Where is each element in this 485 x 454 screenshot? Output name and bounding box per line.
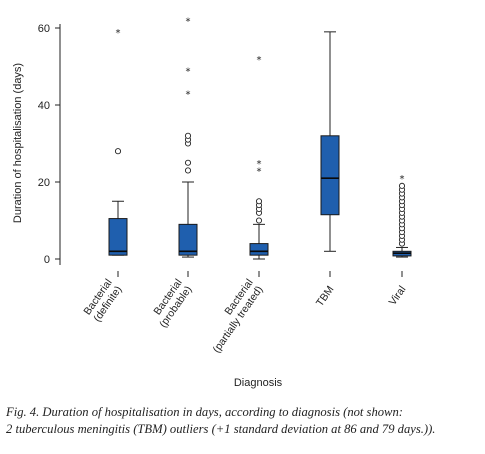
iqr-box [108, 218, 128, 256]
box-series: ******** [108, 16, 412, 260]
outlier-point [255, 217, 263, 224]
figure-caption: Fig. 4. Duration of hospitalisation in d… [6, 404, 480, 438]
extreme-point: * [400, 174, 405, 185]
iqr-box [320, 135, 340, 216]
extreme-point: * [186, 66, 191, 77]
iqr-box [249, 243, 269, 256]
outlier-point [114, 148, 122, 155]
caption-line-1: Fig. 4. Duration of hospitalisation in d… [6, 405, 403, 419]
outlier-point [255, 198, 263, 205]
category-label-1: Bacterial(probable) [147, 277, 194, 330]
extreme-point: * [257, 166, 262, 177]
y-tick-label-60: 60 [38, 23, 50, 35]
category-label-3: TBM [314, 284, 337, 309]
y-tick-label-20: 20 [38, 177, 50, 189]
iqr-box [178, 223, 198, 256]
box-group-2: *** [249, 55, 269, 260]
category-label-4: Viral [387, 284, 409, 308]
y-tick-label-40: 40 [38, 100, 50, 112]
category-label-2: Bacterial(partially treated) [201, 277, 266, 355]
extreme-point: * [186, 16, 191, 27]
y-axis: 0 20 40 60 [38, 23, 61, 266]
box-group-0: * [108, 28, 128, 256]
outlier-point [184, 167, 192, 174]
category-label-0: Bacterial(definite) [81, 277, 124, 324]
extreme-point: * [257, 159, 262, 170]
box-plot-chart: 0 20 40 60 Bacterial(definite) Bacterial(pro… [12, 16, 412, 389]
y-tick-label-0: 0 [44, 254, 50, 266]
extreme-point: * [257, 55, 262, 66]
box-group-1: * * * [178, 16, 198, 258]
extreme-point: * [186, 89, 191, 100]
x-axis-title: Diagnosis [234, 377, 283, 389]
box-group-4: * [392, 174, 412, 258]
box-group-3 [320, 31, 340, 252]
y-axis-title: Duration of hospitalisation (days) [12, 63, 24, 223]
outlier-point [398, 182, 406, 189]
x-axis: Bacterial(definite) Bacterial(probable) Ba… [81, 271, 408, 355]
extreme-point: * [116, 28, 121, 39]
outlier-point [184, 132, 192, 139]
caption-line-2: 2 tuberculous meningitis (TBM) outliers … [6, 422, 436, 436]
outlier-point [184, 159, 192, 166]
